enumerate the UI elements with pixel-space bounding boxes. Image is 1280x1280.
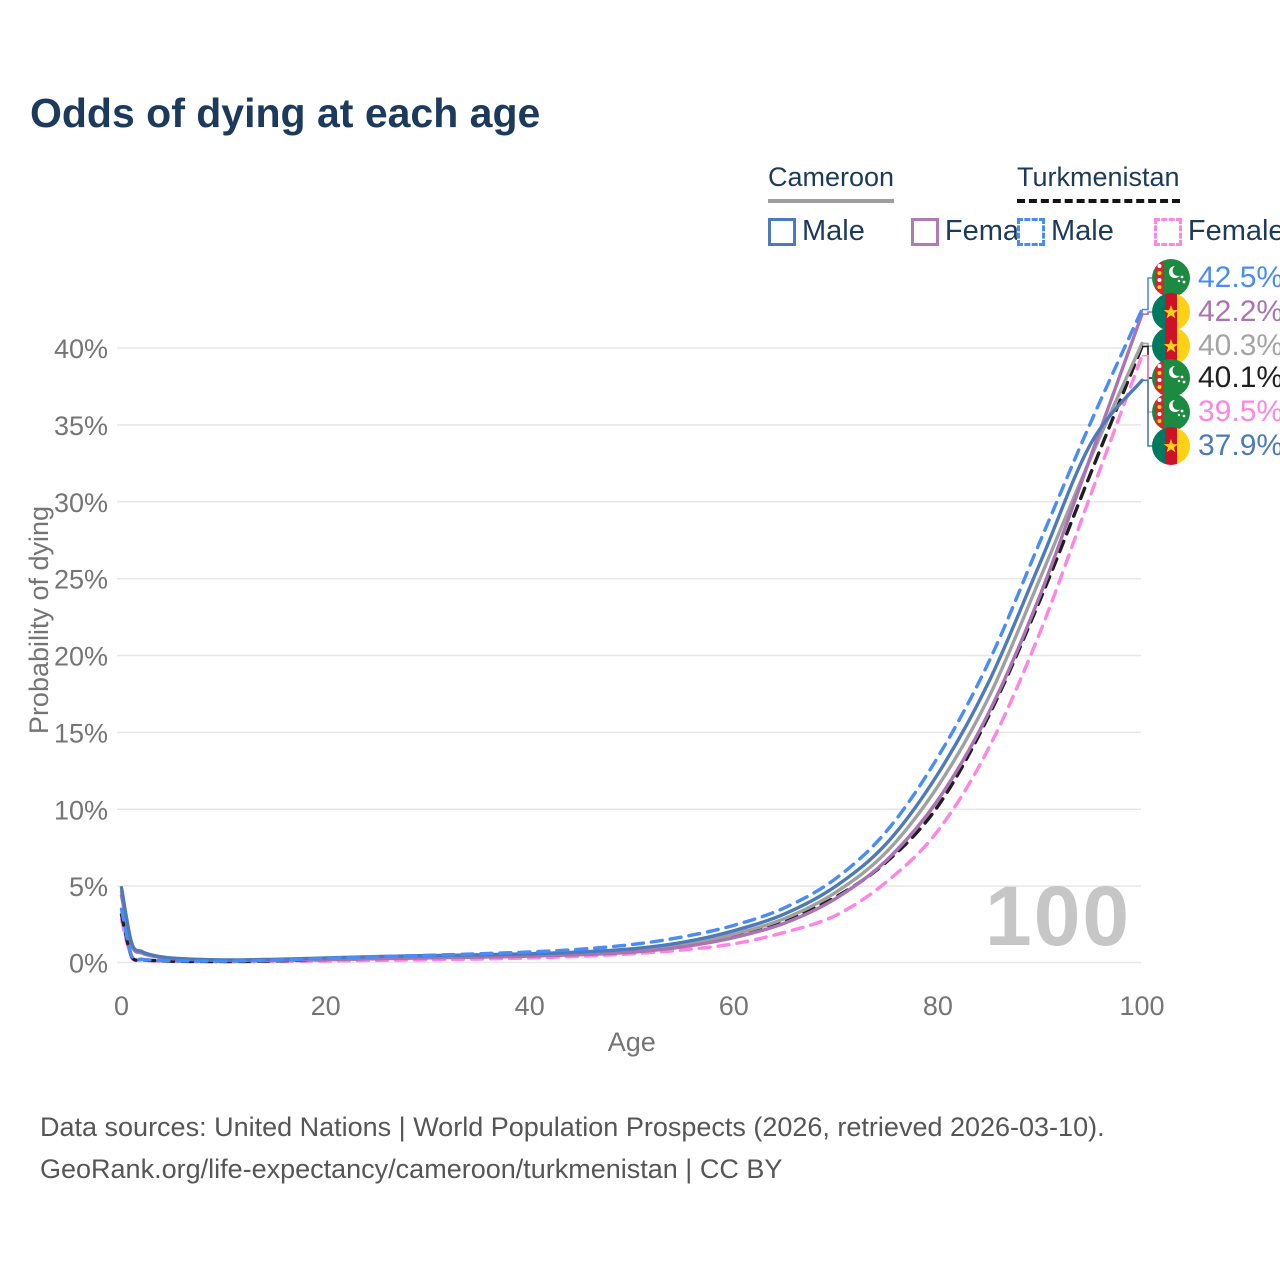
cameroon-flag-icon: [1152, 293, 1190, 331]
end-label-value: 42.5%: [1198, 261, 1280, 294]
x-tick-label: 40: [515, 991, 545, 1021]
end-label-turkmenistan-all: 40.1%: [1152, 359, 1280, 397]
end-label-cameroon-female: 42.2%: [1152, 293, 1280, 331]
end-label-turkmenistan-female: 39.5%: [1152, 393, 1280, 431]
legend-header-turkmenistan: Turkmenistan: [1017, 162, 1180, 203]
end-label-value: 39.5%: [1198, 395, 1280, 428]
legend-label-turkmenistan-male[interactable]: Male: [1051, 215, 1114, 247]
series-line-cameroon-female[interactable]: [119, 312, 1144, 963]
series-line-turkmenistan-male[interactable]: [119, 307, 1144, 963]
turkmenistan-flag-icon: [1152, 393, 1190, 431]
series-line-cameroon-male[interactable]: [119, 378, 1144, 962]
leader-line: [1142, 277, 1152, 311]
y-axis-title: Probability of dying: [24, 506, 54, 734]
y-tick-label: 10%: [54, 795, 108, 825]
legend-swatch-turkmenistan-female-icon[interactable]: [1153, 217, 1182, 246]
y-tick-label: 25%: [54, 565, 108, 595]
legend-group-turkmenistan: Turkmenistan Male Female: [1017, 162, 1280, 248]
legend-swatch-cameroon-male-icon[interactable]: [768, 217, 796, 246]
x-tick-label: 80: [923, 991, 953, 1021]
y-tick-label: 35%: [54, 411, 108, 441]
leader-line: [1142, 379, 1152, 447]
end-label-cameroon-male: 37.9%: [1152, 427, 1280, 465]
legend-header-cameroon: Cameroon: [768, 162, 895, 203]
legend-label-cameroon-male[interactable]: Male: [802, 215, 865, 247]
cameroon-flag-icon: [1152, 427, 1190, 465]
x-tick-label: 60: [719, 991, 749, 1021]
leader-line: [1142, 311, 1152, 315]
leader-line: [1142, 354, 1152, 413]
end-label-value: 40.3%: [1198, 329, 1280, 362]
end-label-value: 42.2%: [1198, 295, 1280, 328]
footer-link: GeoRank.org/life-expectancy/cameroon/tur…: [40, 1154, 783, 1184]
y-tick-label: 40%: [54, 334, 108, 364]
cameroon-flag-icon: [1152, 327, 1190, 365]
x-tick-label: 0: [114, 991, 129, 1021]
hover-age-indicator: 100: [985, 869, 1132, 963]
y-tick-label: 0%: [69, 949, 108, 979]
end-label-turkmenistan-male: 42.5%: [1152, 259, 1280, 297]
end-label-cameroon-all: 40.3%: [1152, 327, 1280, 365]
end-label-value: 40.1%: [1198, 361, 1280, 394]
y-tick-label: 15%: [54, 718, 108, 748]
page-title: Odds of dying at each age: [30, 90, 541, 136]
end-label-value: 37.9%: [1198, 429, 1280, 462]
turkmenistan-flag-icon: [1152, 359, 1190, 397]
footer-sources: Data sources: United Nations | World Pop…: [40, 1112, 1105, 1142]
y-tick-label: 30%: [54, 488, 108, 518]
x-tick-label: 100: [1119, 991, 1164, 1021]
legend-swatch-cameroon-female-icon[interactable]: [910, 217, 939, 246]
legend-swatch-turkmenistan-male-icon[interactable]: [1017, 217, 1045, 246]
x-axis-title: Age: [608, 1027, 656, 1057]
x-tick-label: 20: [311, 991, 341, 1021]
y-tick-label: 20%: [54, 642, 108, 672]
turkmenistan-flag-icon: [1152, 259, 1190, 297]
y-tick-label: 5%: [69, 872, 108, 902]
legend-group-cameroon: Cameroon Male Female: [768, 162, 1042, 248]
leader-line: [1142, 342, 1152, 347]
footer: Data sources: United Nations | World Pop…: [40, 1106, 1105, 1190]
leader-line: [1142, 345, 1152, 379]
legend-label-turkmenistan-female[interactable]: Female: [1187, 215, 1280, 247]
